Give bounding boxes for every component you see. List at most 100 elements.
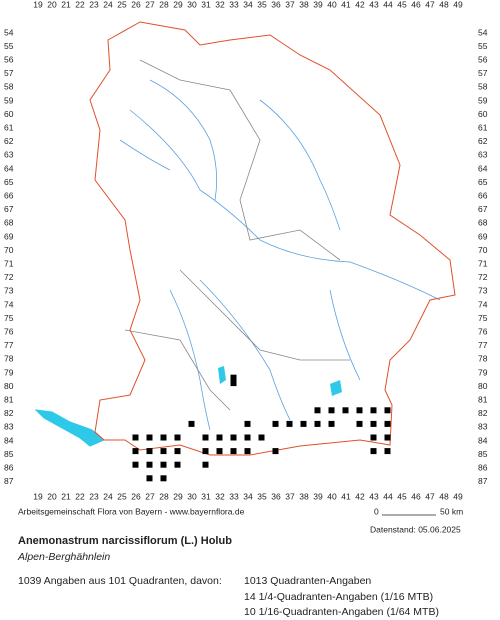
occurrence <box>356 407 363 414</box>
row-label: 73 <box>4 286 14 296</box>
row-label: 62 <box>478 136 488 146</box>
column-label: 21 <box>61 0 71 9</box>
occurrence <box>230 448 237 455</box>
row-label: 79 <box>4 367 14 377</box>
row-label: 82 <box>4 408 14 418</box>
row-label: 61 <box>478 122 488 132</box>
row-label: 71 <box>478 258 488 268</box>
row-label: 74 <box>478 299 488 309</box>
row-label: 58 <box>478 82 488 92</box>
column-label: 25 <box>117 0 127 9</box>
occurrence <box>230 434 237 441</box>
column-label: 39 <box>313 491 323 501</box>
row-label: 82 <box>478 408 488 418</box>
column-label: 36 <box>271 491 281 501</box>
occurrence <box>384 434 391 441</box>
lake-constance <box>34 409 105 447</box>
occurrence <box>146 475 153 482</box>
column-label: 37 <box>285 0 295 9</box>
column-label: 48 <box>439 0 449 9</box>
occurrence <box>244 434 251 441</box>
row-label: 73 <box>478 286 488 296</box>
column-label: 49 <box>453 0 463 9</box>
date: Datenstand: 05.06.2025 <box>370 524 461 534</box>
column-label: 32 <box>215 0 225 9</box>
row-label: 80 <box>478 381 488 391</box>
column-label: 31 <box>201 0 211 9</box>
row-label: 55 <box>4 41 14 51</box>
column-label: 21 <box>61 491 71 501</box>
occurrence <box>370 407 377 414</box>
row-label: 77 <box>478 340 488 350</box>
column-label: 23 <box>89 491 99 501</box>
occurrence <box>272 448 279 455</box>
column-label: 26 <box>131 491 141 501</box>
occurrence <box>370 420 377 427</box>
column-label: 36 <box>271 0 281 9</box>
column-label: 43 <box>369 0 379 9</box>
column-label: 44 <box>383 491 393 501</box>
row-label: 77 <box>4 340 14 350</box>
scale-end: 50 km <box>440 506 463 516</box>
occurrence <box>272 420 279 427</box>
row-label: 87 <box>4 476 14 486</box>
column-label: 29 <box>173 0 183 9</box>
column-label: 20 <box>47 491 57 501</box>
occurrence <box>216 434 223 441</box>
stats-line: 14 1/4-Quadranten-Angaben (1/16 MTB) <box>244 591 433 603</box>
column-label: 22 <box>75 491 85 501</box>
occurrence <box>384 407 391 414</box>
column-label: 39 <box>313 0 323 9</box>
row-label: 58 <box>4 82 14 92</box>
occurrence <box>174 448 181 455</box>
column-label: 20 <box>47 0 57 9</box>
row-label: 81 <box>478 394 488 404</box>
row-label: 85 <box>4 449 14 459</box>
row-label: 55 <box>478 41 488 51</box>
occurrence <box>132 434 139 441</box>
row-label: 64 <box>478 163 488 173</box>
column-label: 19 <box>33 491 43 501</box>
row-label: 67 <box>478 204 488 214</box>
column-label: 47 <box>425 491 435 501</box>
species-title: Anemonastrum narcissiflorum (L.) Holub <box>18 535 232 547</box>
row-label: 63 <box>478 150 488 160</box>
occurrence <box>342 407 349 414</box>
occurrence <box>160 461 167 468</box>
occurrence <box>370 448 377 455</box>
row-label: 76 <box>4 326 14 336</box>
row-label: 67 <box>4 204 14 214</box>
column-label: 27 <box>145 0 155 9</box>
row-label: 65 <box>4 177 14 187</box>
column-label: 37 <box>285 491 295 501</box>
occurrence <box>328 420 335 427</box>
column-label: 33 <box>229 0 239 9</box>
occurrence <box>370 434 377 441</box>
column-label: 26 <box>131 0 141 9</box>
district-borders <box>124 59 350 411</box>
column-label: 34 <box>243 0 253 9</box>
row-label: 72 <box>4 272 14 282</box>
column-label: 19 <box>33 0 43 9</box>
row-label: 57 <box>478 68 488 78</box>
occurrence <box>314 420 321 427</box>
column-label: 22 <box>75 0 85 9</box>
column-label: 23 <box>89 0 99 9</box>
lake <box>330 380 342 396</box>
row-label: 63 <box>4 150 14 160</box>
column-label: 35 <box>257 491 267 501</box>
species-subtitle: Alpen-Berghähnlein <box>17 551 110 563</box>
row-label: 60 <box>4 109 14 119</box>
row-label: 60 <box>478 109 488 119</box>
row-label: 78 <box>478 354 488 364</box>
column-label: 28 <box>159 0 169 9</box>
column-label: 42 <box>355 491 365 501</box>
row-label: 75 <box>478 313 488 323</box>
row-label: 62 <box>4 136 14 146</box>
occurrence <box>202 461 209 468</box>
column-label: 31 <box>201 491 211 501</box>
occurrence <box>174 461 181 468</box>
row-label: 68 <box>4 218 14 228</box>
column-label: 44 <box>383 0 393 9</box>
column-label: 24 <box>103 0 113 9</box>
